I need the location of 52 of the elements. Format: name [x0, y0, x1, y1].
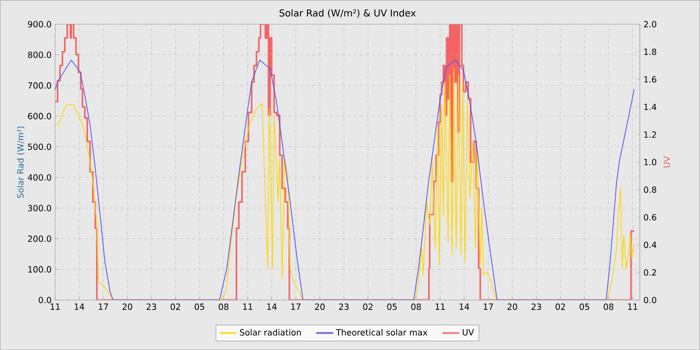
x-tick-label: 11: [50, 303, 60, 310]
x-tick-label: 17: [98, 303, 108, 310]
x-tick-label: 02: [170, 303, 180, 310]
y-tick-label: 200.0: [28, 235, 52, 242]
x-tick-label: 08: [411, 303, 421, 310]
y2-tick-label: 0.6: [644, 214, 656, 220]
x-tick-label: 02: [363, 303, 372, 310]
legend-label: Theoretical solar max: [336, 328, 428, 336]
x-tick-label: 08: [604, 303, 614, 310]
y-tick-label: 0.0: [38, 296, 52, 304]
chart-title: Solar Rad (W/m²) & UV Index: [280, 9, 416, 18]
legend-label: Solar radiation: [240, 328, 301, 336]
y2-tick-label: 1.0: [644, 158, 656, 166]
x-tick-label: 23: [339, 303, 349, 310]
y-tick-label: 900.0: [28, 20, 52, 28]
x-tick-label: 14: [74, 303, 84, 310]
x-tick-label: 11: [243, 303, 252, 310]
y-tick-label: 500.0: [28, 143, 52, 150]
y2-tick-label: 2.0: [644, 20, 656, 28]
y2-tick-label: 0.0: [644, 296, 656, 304]
x-tick-label: 08: [218, 303, 228, 310]
y-axis-title: Solar Rad (W/m²): [17, 126, 25, 198]
legend-label: UV: [462, 329, 474, 336]
y-tick-label: 400.0: [28, 174, 52, 181]
x-tick-label: 02: [556, 303, 565, 310]
y-tick-label: 300.0: [28, 204, 52, 212]
x-tick-label: 17: [291, 303, 300, 310]
x-tick-label: 11: [628, 303, 638, 310]
y2-tick-label: 0.2: [644, 269, 656, 276]
x-tick-label: 14: [460, 303, 470, 310]
y2-tick-label: 1.4: [644, 104, 656, 110]
y2-tick-label: 0.8: [644, 186, 656, 193]
y-tick-label: 700.0: [28, 82, 52, 89]
x-tick-label: 05: [387, 303, 397, 310]
x-tick-label: 20: [315, 303, 325, 310]
x-tick-label: 23: [532, 303, 542, 310]
x-tick-label: 20: [508, 303, 518, 310]
y-tick-label: 800.0: [28, 52, 52, 58]
x-tick-label: 05: [580, 303, 590, 310]
x-tick-label: 23: [146, 303, 156, 310]
y2-tick-label: 1.8: [644, 48, 656, 55]
y2-tick-label: 1.6: [644, 76, 656, 82]
x-tick-label: 05: [194, 303, 204, 310]
x-tick-label: 11: [436, 303, 445, 310]
y2-tick-label: 0.4: [644, 242, 656, 248]
y-tick-label: 100.0: [28, 266, 52, 272]
y-tick-label: 600.0: [28, 112, 52, 120]
x-tick-label: 14: [267, 303, 277, 310]
x-tick-label: 17: [484, 303, 493, 310]
y2-axis-title: UV: [664, 156, 670, 168]
x-tick-label: 20: [122, 303, 132, 310]
y2-tick-label: 1.2: [644, 131, 656, 138]
